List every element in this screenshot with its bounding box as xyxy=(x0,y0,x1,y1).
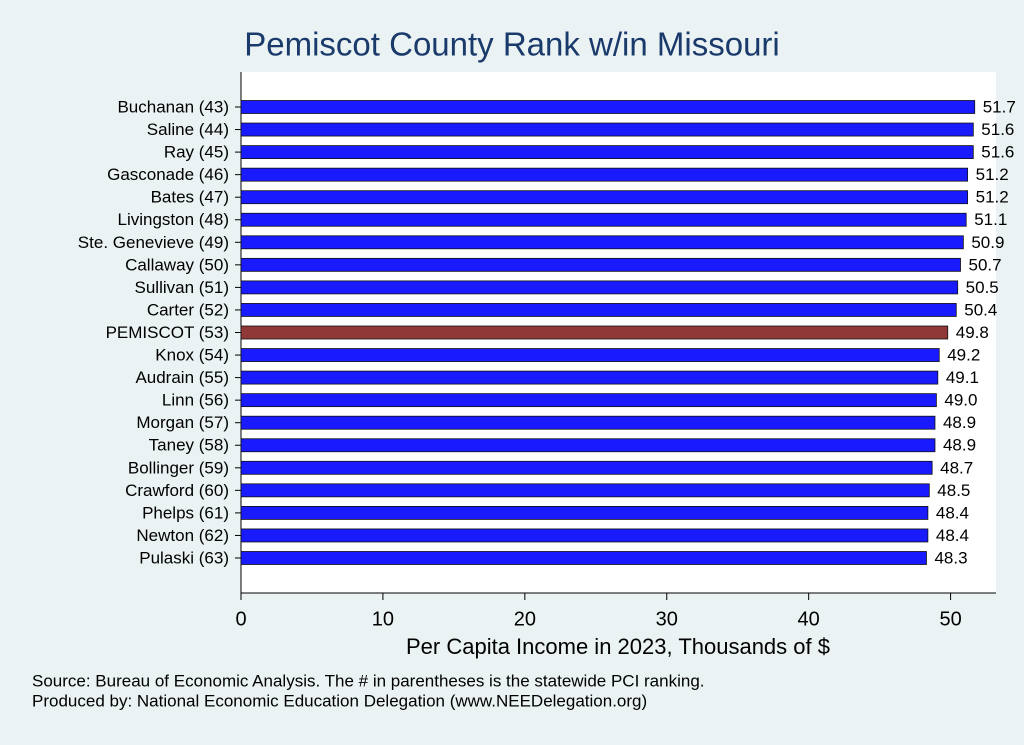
bar xyxy=(240,212,967,227)
chart-title: Pemiscot County Rank w/in Missouri xyxy=(244,26,780,63)
value-label: 48.9 xyxy=(943,413,976,432)
value-label: 48.4 xyxy=(936,503,969,522)
bar xyxy=(240,505,929,520)
y-tick-label: Pulaski (63) xyxy=(139,548,229,567)
y-tick-label: Linn (56) xyxy=(162,391,229,410)
value-label: 48.4 xyxy=(936,526,969,545)
bar xyxy=(240,303,957,317)
x-tick-label: 10 xyxy=(372,608,394,630)
y-tick-label: Bates (47) xyxy=(151,188,229,207)
y-tick-label: Sullivan (51) xyxy=(135,278,230,297)
y-tick-label: PEMISCOT (53) xyxy=(106,323,229,342)
x-tick-label: 30 xyxy=(656,608,678,630)
x-tick-label: 0 xyxy=(235,608,246,630)
bar xyxy=(240,438,936,453)
bar xyxy=(240,483,930,498)
bar xyxy=(240,235,964,250)
y-tick-label: Crawford (60) xyxy=(125,481,229,500)
y-tick-label: Knox (54) xyxy=(155,346,229,365)
y-tick-label: Ray (45) xyxy=(164,143,229,162)
value-label: 50.7 xyxy=(969,255,1002,274)
x-axis-title: Per Capita Income in 2023, Thousands of … xyxy=(406,634,830,659)
bar xyxy=(240,393,937,408)
value-label: 51.2 xyxy=(976,188,1009,207)
value-label: 51.2 xyxy=(976,165,1009,184)
y-tick-label: Buchanan (43) xyxy=(117,97,229,116)
bar xyxy=(240,348,940,362)
bar xyxy=(240,190,969,205)
value-label: 51.6 xyxy=(981,120,1014,139)
value-label: 50.5 xyxy=(966,278,999,297)
y-tick-label: Livingston (48) xyxy=(117,210,229,229)
y-tick-label: Carter (52) xyxy=(147,300,229,319)
value-label: 49.0 xyxy=(944,391,977,410)
bar xyxy=(240,100,976,114)
bar xyxy=(240,415,936,430)
value-label: 49.8 xyxy=(956,323,989,342)
y-tick-label: Phelps (61) xyxy=(142,503,229,522)
bar xyxy=(240,528,929,543)
bar xyxy=(240,551,927,565)
value-label: 51.1 xyxy=(974,210,1007,229)
bar xyxy=(240,145,974,160)
bar xyxy=(240,280,959,295)
y-tick-label: Ste. Genevieve (49) xyxy=(78,233,229,252)
bar xyxy=(240,325,949,340)
x-tick-label: 20 xyxy=(514,608,536,630)
value-label: 48.9 xyxy=(943,436,976,455)
y-tick-label: Newton (62) xyxy=(136,526,229,545)
value-label: 51.6 xyxy=(981,143,1014,162)
y-tick-label: Morgan (57) xyxy=(136,413,229,432)
bar xyxy=(240,257,961,272)
value-label: 50.9 xyxy=(971,233,1004,252)
producer-note: Produced by: National Economic Education… xyxy=(32,691,647,710)
y-tick-label: Bollinger (59) xyxy=(128,458,229,477)
y-tick-label: Audrain (55) xyxy=(135,368,229,387)
x-tick-label: 40 xyxy=(798,608,820,630)
bar xyxy=(240,122,974,137)
y-tick-label: Taney (58) xyxy=(149,436,229,455)
y-tick-label: Saline (44) xyxy=(147,120,229,139)
y-tick-label: Callaway (50) xyxy=(125,255,229,274)
value-label: 48.3 xyxy=(934,548,967,567)
x-tick-label: 50 xyxy=(939,608,961,630)
bar xyxy=(240,370,939,385)
value-label: 50.4 xyxy=(964,300,997,319)
value-label: 49.1 xyxy=(946,368,979,387)
bar xyxy=(240,167,969,182)
y-tick-label: Gasconade (46) xyxy=(107,165,229,184)
source-note: Source: Bureau of Economic Analysis. The… xyxy=(32,671,705,690)
bar xyxy=(240,460,933,475)
value-label: 48.5 xyxy=(937,481,970,500)
value-label: 49.2 xyxy=(947,346,980,365)
value-label: 48.7 xyxy=(940,458,973,477)
value-label: 51.7 xyxy=(983,97,1016,116)
